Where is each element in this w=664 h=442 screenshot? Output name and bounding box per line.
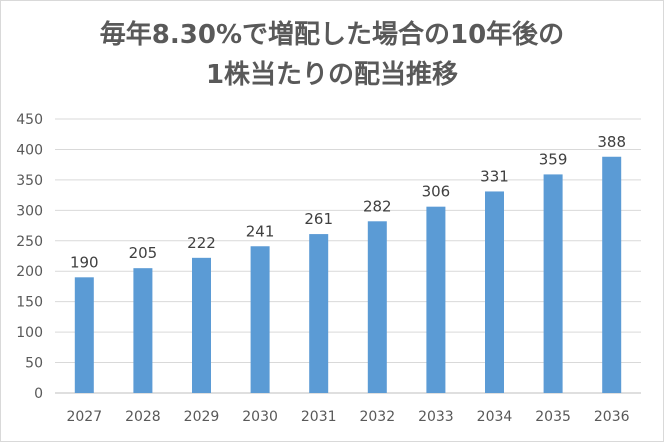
y-tick-label: 300 <box>16 203 43 219</box>
y-tick-label: 100 <box>16 325 43 341</box>
x-tick-label: 2032 <box>359 409 395 425</box>
data-label-2030: 241 <box>246 222 275 240</box>
y-axis-ticks: 0 50 100 150 200 250 300 350 400 450 <box>16 112 43 402</box>
chart-title-line-1: 毎年8.30%で増配した場合の10年後の <box>99 20 565 50</box>
y-tick-label: 200 <box>16 264 43 280</box>
bar-2035 <box>543 174 563 393</box>
y-tick-label: 400 <box>16 142 43 158</box>
x-tick-label: 2036 <box>594 409 630 425</box>
x-axis-ticks: 2027 2028 2029 2030 2031 2032 2033 2034 2035 2036 <box>66 409 629 425</box>
bar-2033 <box>426 206 446 393</box>
chart-title-line-2: 1株当たりの配当推移 <box>205 60 459 90</box>
x-tick-label: 2034 <box>477 409 513 425</box>
data-label-2035: 359 <box>539 150 568 168</box>
data-label-2029: 222 <box>187 234 216 252</box>
bar-2036 <box>602 156 622 393</box>
data-label-2033: 306 <box>422 183 451 201</box>
y-tick-label: 0 <box>34 386 43 402</box>
y-tick-label: 450 <box>16 112 43 128</box>
bar-2029 <box>192 257 211 393</box>
data-label-2036: 388 <box>597 133 626 151</box>
bar-2031 <box>309 234 329 393</box>
gridlines <box>55 118 641 394</box>
bars <box>74 156 622 393</box>
y-tick-label: 350 <box>16 173 43 189</box>
data-label-2028: 205 <box>129 244 158 262</box>
x-tick-label: 2027 <box>66 409 102 425</box>
data-label-2032: 282 <box>363 197 392 215</box>
y-tick-label: 150 <box>16 295 43 311</box>
x-tick-label: 2028 <box>125 409 161 425</box>
x-tick-label: 2030 <box>242 409 278 425</box>
x-tick-label: 2029 <box>184 409 220 425</box>
data-label-2034: 331 <box>480 167 509 185</box>
bar-2034 <box>485 191 504 393</box>
bar-2028 <box>133 268 153 393</box>
data-label-2031: 261 <box>304 210 333 228</box>
x-tick-label: 2033 <box>418 409 454 425</box>
chart-title: 毎年8.30%で増配した場合の10年後の 1株当たりの配当推移 <box>1 15 663 95</box>
x-tick-label: 2031 <box>301 409 337 425</box>
y-tick-label: 50 <box>25 356 43 372</box>
x-tick-label: 2035 <box>535 409 571 425</box>
data-labels: 190 205 222 241 261 282 306 331 359 388 <box>70 133 626 272</box>
data-label-2027: 190 <box>70 253 99 271</box>
y-tick-label: 250 <box>16 234 43 250</box>
bar-2027 <box>74 277 94 393</box>
bar-2030 <box>250 246 270 393</box>
bar-2032 <box>367 221 387 393</box>
